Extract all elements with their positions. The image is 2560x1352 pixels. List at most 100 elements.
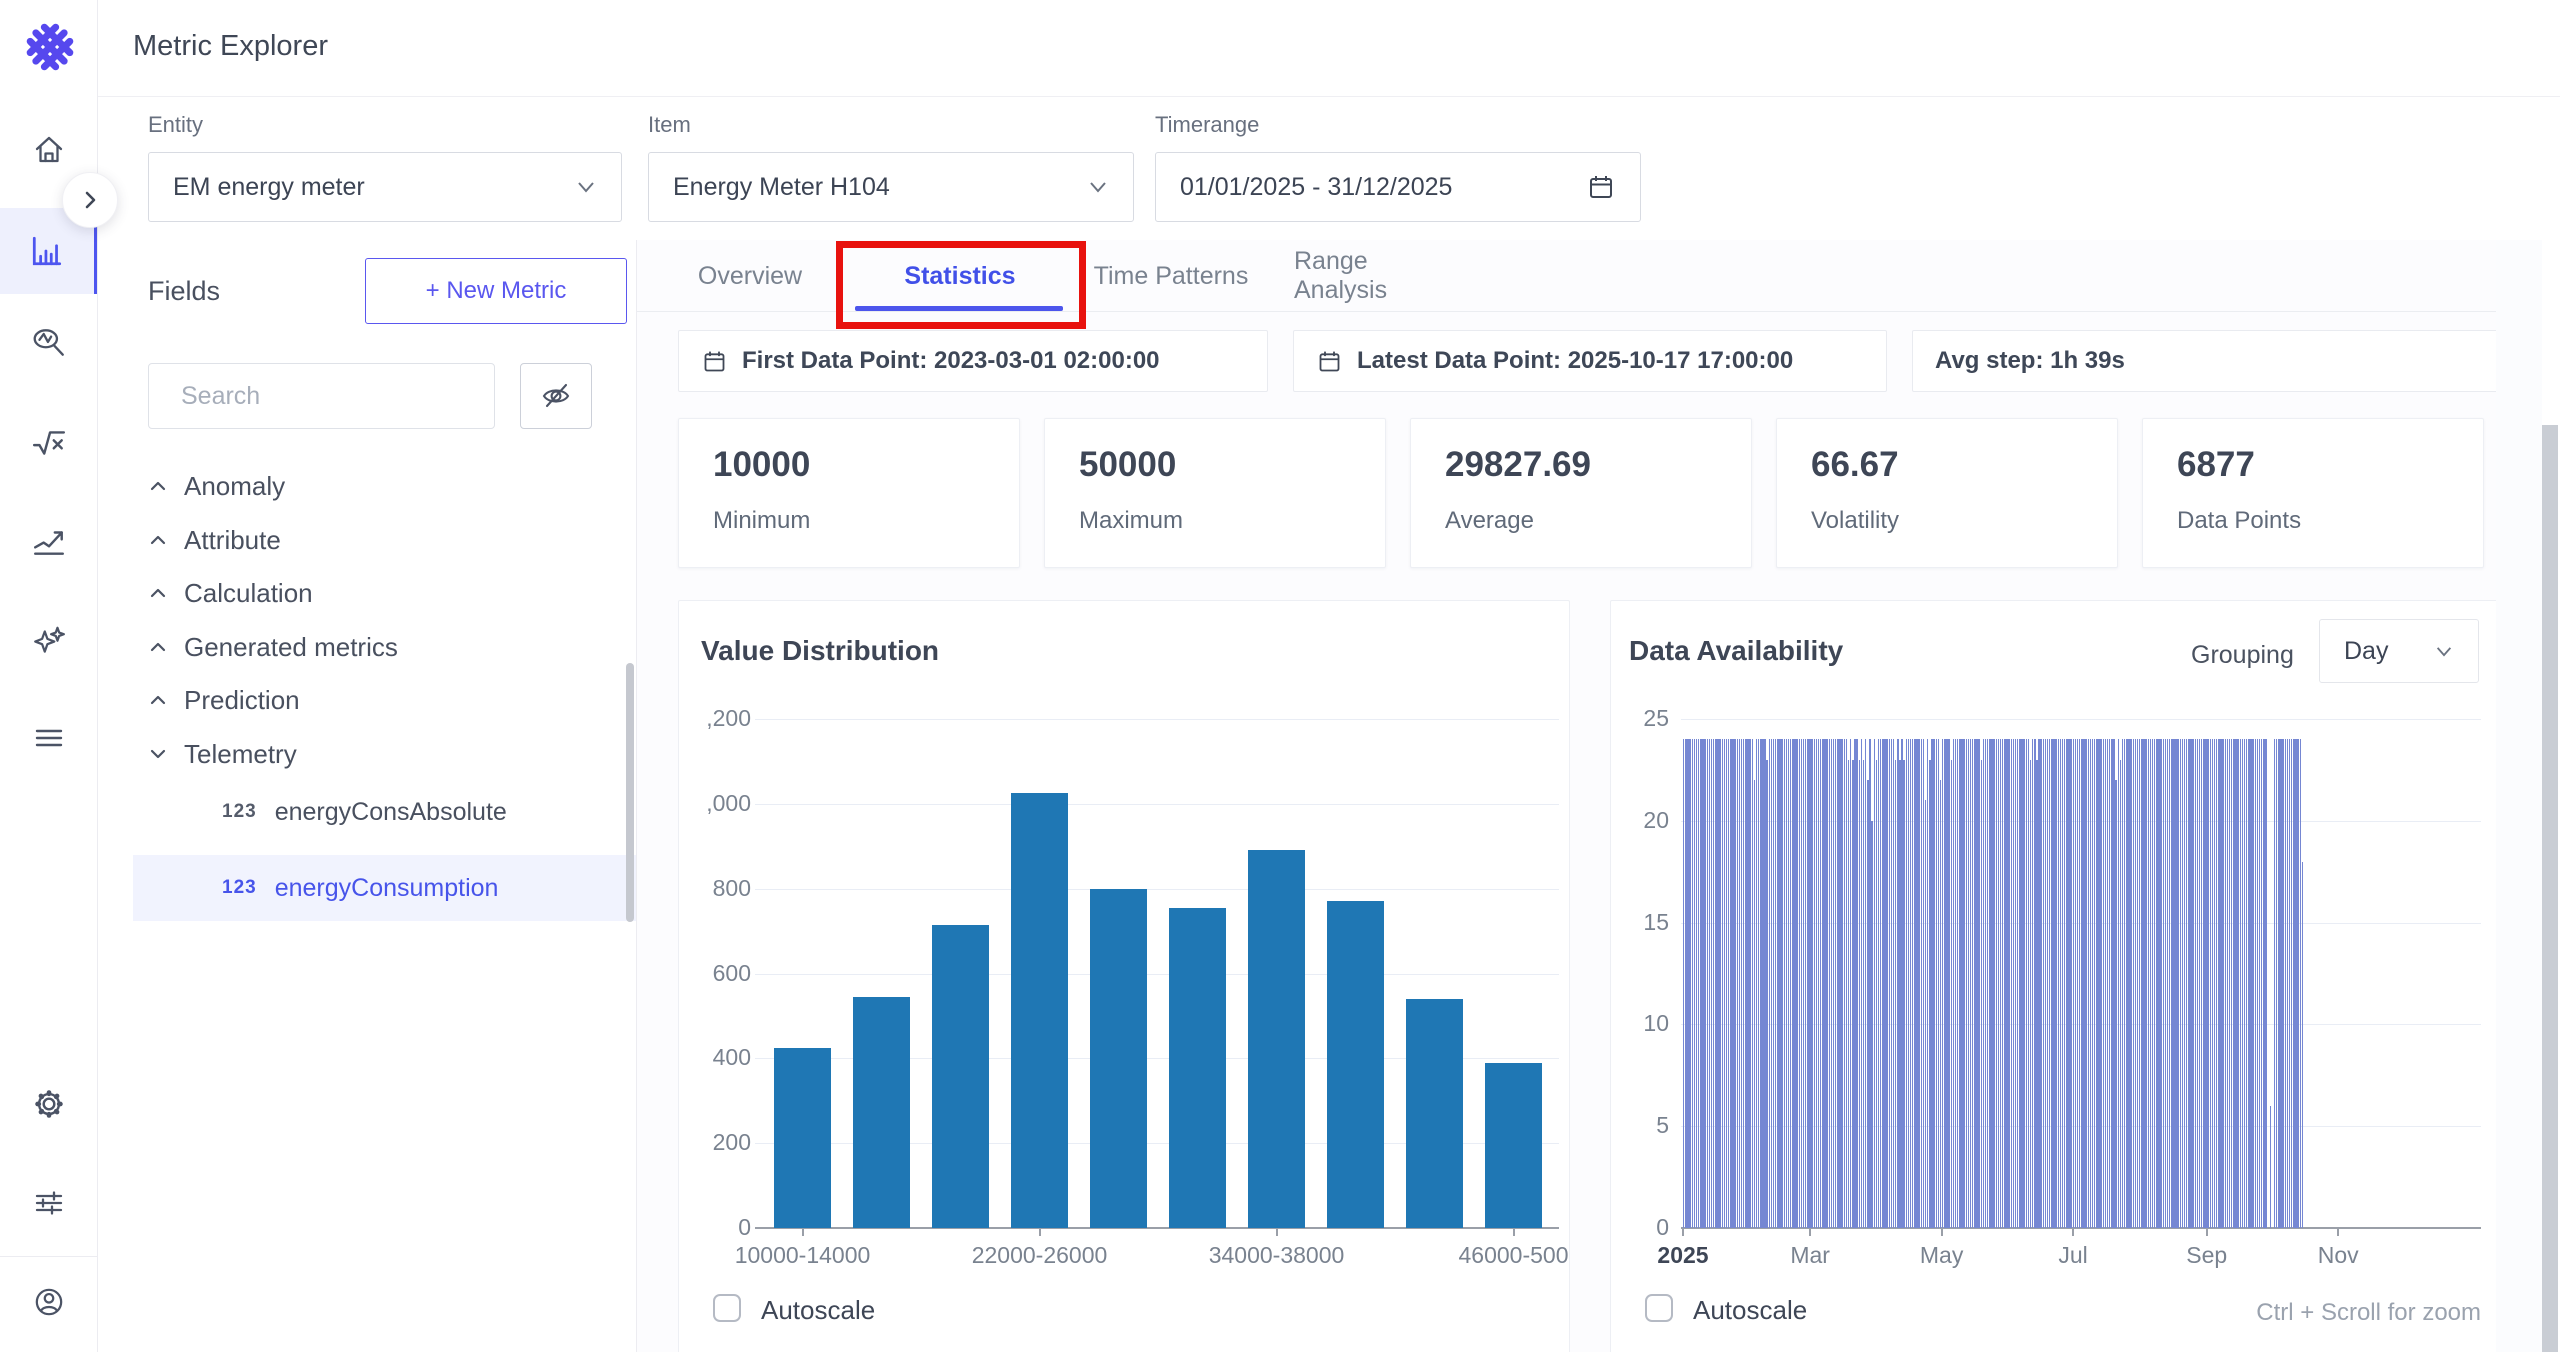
search-input[interactable] (181, 382, 503, 411)
data-availability-panel: Data Availability Grouping Day 051015202… (1610, 600, 2500, 1352)
stat-value: 66.67 (1811, 445, 1899, 485)
stat-card-maximum: 50000 Maximum (1044, 418, 1386, 568)
value-distribution-chart: 0200400600800,000,20010000-1400022000-26… (679, 601, 1571, 1352)
new-metric-button[interactable]: + New Metric (365, 258, 627, 324)
sidebar-item-anomaly-search[interactable] (0, 308, 97, 378)
tree-group-generated-metrics[interactable]: Generated metrics (148, 624, 398, 670)
stat-card-data-points: 6877 Data Points (2142, 418, 2484, 568)
calendar-icon (1586, 172, 1616, 202)
x-tick-mark (2072, 1228, 2074, 1236)
tree-group-prediction[interactable]: Prediction (148, 677, 300, 723)
tab-time-patterns[interactable]: Time Patterns (1088, 258, 1254, 294)
stat-label: Average (1445, 507, 1534, 535)
gridline (755, 974, 1559, 975)
eye-off-icon (539, 379, 573, 413)
tree-group-label: Calculation (184, 578, 313, 609)
value-distribution-panel: Value Distribution 0200400600800,000,200… (678, 600, 1570, 1352)
tree-group-anomaly[interactable]: Anomaly (148, 463, 285, 509)
y-tick-label: 5 (1611, 1112, 1669, 1139)
tree-group-label: Anomaly (184, 471, 285, 502)
availability-bar (2302, 862, 2303, 1228)
search-box[interactable] (148, 363, 495, 429)
chevron-right-icon (79, 189, 101, 211)
stat-card-average: 29827.69 Average (1410, 418, 1752, 568)
chevron-up-icon (148, 476, 168, 496)
histogram-bar (1327, 901, 1384, 1228)
tab-overview[interactable]: Overview (694, 258, 806, 294)
gridline (755, 719, 1559, 720)
numeric-field-icon: 123 (222, 801, 257, 823)
tree-group-attribute[interactable]: Attribute (148, 517, 281, 563)
stat-value: 10000 (713, 445, 810, 485)
first-data-point-chip: First Data Point: 2023-03-01 02:00:00 (678, 330, 1268, 392)
histogram-bar (1406, 999, 1463, 1228)
sidebar-item-list[interactable] (0, 703, 97, 773)
y-tick-label: 400 (679, 1044, 751, 1071)
chip-text: Latest Data Point: 2025-10-17 17:00:00 (1357, 347, 1793, 375)
y-tick-label: 200 (679, 1129, 751, 1156)
sqrt-formula-icon (31, 425, 67, 461)
x-tick-mark (1276, 1228, 1278, 1236)
autoscale-label: Autoscale (1693, 1295, 1807, 1326)
x-tick-label: 34000-38000 (1177, 1242, 1377, 1269)
tree-item-label: energyConsumption (275, 874, 499, 903)
item-select[interactable]: Energy Meter H104 (648, 152, 1134, 222)
y-tick-label: 600 (679, 960, 751, 987)
tab-range-analysis[interactable]: Range Analysis (1294, 258, 1462, 294)
histogram-bar (1169, 908, 1226, 1228)
chevron-up-icon (148, 637, 168, 657)
autoscale-checkbox[interactable] (713, 1294, 741, 1322)
tree-group-label: Prediction (184, 685, 300, 716)
availability-bar (2270, 1106, 2271, 1228)
chip-text: Avg step: 1h 39s (1935, 347, 2125, 375)
timerange-label: Timerange (1155, 112, 1259, 138)
app-logo (23, 20, 77, 74)
x-tick-label: Nov (2238, 1242, 2438, 1269)
sidebar-item-account[interactable] (0, 1267, 97, 1337)
tree-group-calculation[interactable]: Calculation (148, 570, 313, 616)
tree-item-energyconsabsolute[interactable]: 123 energyConsAbsolute (222, 789, 507, 835)
availability-bar (2265, 739, 2266, 1228)
entity-select[interactable]: EM energy meter (148, 152, 622, 222)
chevron-down-icon (148, 744, 168, 764)
account-icon (31, 1284, 67, 1320)
stat-card-minimum: 10000 Minimum (678, 418, 1020, 568)
sidebar-item-trend[interactable] (0, 506, 97, 576)
stat-label: Volatility (1811, 507, 1899, 535)
sliders-icon (32, 1186, 66, 1220)
autoscale-label: Autoscale (761, 1295, 875, 1326)
calendar-icon (1316, 348, 1343, 375)
zoom-hint: Ctrl + Scroll for zoom (2171, 1299, 2481, 1327)
sidebar-item-settings[interactable] (0, 1069, 97, 1139)
availability-bars (1683, 719, 2308, 1228)
item-value: Energy Meter H104 (673, 173, 1087, 202)
timerange-picker[interactable]: 01/01/2025 - 31/12/2025 (1155, 152, 1641, 222)
histogram-bar (1485, 1063, 1542, 1228)
page-title: Metric Explorer (133, 30, 328, 63)
y-tick-label: 20 (1611, 807, 1669, 834)
chevron-up-icon (148, 690, 168, 710)
fields-scrollbar[interactable] (626, 663, 634, 922)
x-tick-mark (1941, 1228, 1943, 1236)
x-tick-label: 22000-26000 (940, 1242, 1140, 1269)
metric-explorer-page: Metric Explorer Entity EM energy meter I… (0, 0, 2560, 1352)
y-tick-label: ,200 (679, 705, 751, 732)
tree-group-telemetry[interactable]: Telemetry (148, 731, 297, 777)
item-label: Item (648, 112, 691, 138)
chip-text: First Data Point: 2023-03-01 02:00:00 (742, 347, 1160, 375)
sidebar-expand-button[interactable] (62, 172, 118, 228)
header-divider (98, 96, 2560, 97)
sidebar-item-preferences[interactable] (0, 1168, 97, 1238)
histogram-bar (932, 925, 989, 1228)
page-scrollbar[interactable] (2542, 425, 2558, 1352)
tree-item-energyconsumption[interactable]: 123 energyConsumption (222, 865, 498, 911)
stat-label: Minimum (713, 507, 810, 535)
sidebar-item-ai[interactable] (0, 606, 97, 676)
latest-data-point-chip: Latest Data Point: 2025-10-17 17:00:00 (1293, 330, 1887, 392)
x-tick-mark (1682, 1228, 1684, 1236)
y-tick-label: 0 (679, 1214, 751, 1241)
hide-fields-button[interactable] (520, 363, 592, 429)
autoscale-checkbox[interactable] (1645, 1294, 1673, 1322)
stat-card-volatility: 66.67 Volatility (1776, 418, 2118, 568)
sidebar-item-calculation[interactable] (0, 408, 97, 478)
